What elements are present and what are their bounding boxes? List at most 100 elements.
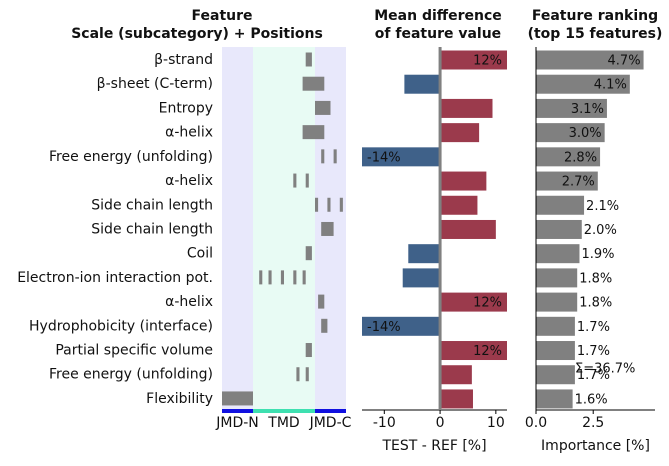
bar (362, 316, 441, 336)
region-label: TMD (267, 415, 299, 431)
region-band (253, 409, 315, 413)
position-mark (302, 125, 325, 140)
value-label: 2.1% (586, 199, 619, 214)
value-label: 1.7% (577, 320, 610, 335)
panel-title: Feature ranking (532, 8, 658, 24)
value-label: 3.1% (571, 102, 604, 117)
panel-title: (top 15 features) (528, 26, 663, 42)
feature-label: Free energy (unfolding) (49, 149, 213, 165)
value-label: 2.0% (584, 223, 617, 238)
position-mark (293, 173, 297, 188)
value-label: 1.9% (581, 247, 614, 262)
bar (440, 365, 472, 385)
feature-label: β-sheet (C-term) (97, 76, 213, 92)
sum-annotation: Σ=36.7% (575, 362, 635, 377)
bar (440, 292, 507, 312)
value-label: 4.1% (594, 78, 627, 93)
position-mark (315, 100, 331, 115)
bar (536, 50, 644, 70)
feature-label: Side chain length (91, 197, 213, 213)
bar (440, 219, 496, 239)
position-mark (305, 173, 309, 188)
value-label: -14% (367, 150, 401, 165)
bar (440, 50, 507, 70)
position-mark (293, 270, 297, 285)
position-mark (315, 197, 319, 212)
value-label: 1.8% (579, 271, 612, 286)
bar (404, 74, 441, 94)
panel-title: Scale (subcategory) + Positions (71, 26, 323, 42)
bar (536, 195, 585, 215)
position-mark (259, 270, 263, 285)
feature-label: Coil (187, 246, 213, 262)
bar (402, 268, 441, 288)
x-axis-title: TEST - REF [%] (381, 438, 486, 454)
bar (536, 292, 578, 312)
bar (362, 147, 441, 167)
region-label: JMD-C (309, 415, 352, 431)
value-label: -14% (367, 320, 401, 335)
bar (440, 341, 507, 361)
bar (536, 365, 575, 385)
region-band (222, 409, 253, 413)
position-mark (280, 270, 284, 285)
position-mark (318, 294, 325, 309)
feature-label: α-helix (165, 125, 213, 141)
x-tick-label: 10 (487, 415, 505, 431)
feature-label: Hydrophobicity (interface) (29, 318, 213, 334)
position-mark (339, 197, 343, 212)
value-label: 1.7% (577, 368, 610, 383)
position-mark (321, 149, 325, 164)
position-mark (321, 318, 328, 333)
position-mark (305, 246, 312, 261)
position-mark (305, 367, 309, 382)
value-label: 3.0% (569, 126, 602, 141)
value-label: 12% (473, 54, 502, 69)
region-background (222, 47, 253, 410)
bar (536, 268, 578, 288)
panel-title: Mean difference (374, 8, 502, 24)
bar (536, 341, 575, 361)
region-label: JMD-N (215, 415, 259, 431)
value-label: 2.8% (564, 150, 597, 165)
bar (536, 316, 575, 336)
x-tick-label: -10 (373, 415, 396, 431)
feature-label: Electron-ion interaction pot. (17, 270, 213, 286)
position-mark (327, 197, 331, 212)
bar (440, 171, 487, 191)
region-band (315, 409, 346, 413)
x-axis-title: Importance [%] (541, 438, 650, 454)
feature-label: Flexibility (146, 391, 213, 407)
bar (536, 219, 582, 239)
x-tick-label: 0 (436, 415, 445, 431)
position-mark (302, 270, 306, 285)
value-label: 1.8% (579, 296, 612, 311)
bar (536, 123, 605, 143)
feature-label: Partial specific volume (55, 343, 213, 359)
x-tick-label: 2.5 (582, 415, 604, 431)
bar (408, 244, 441, 264)
value-label: 1.7% (577, 344, 610, 359)
position-mark (333, 149, 337, 164)
position-mark (302, 76, 325, 91)
feature-label: β-strand (154, 52, 213, 68)
bar (536, 98, 607, 118)
position-mark (222, 391, 253, 406)
bar (536, 171, 598, 191)
bar (440, 123, 480, 143)
feature-label: Entropy (159, 100, 213, 116)
x-tick-label: 0.0 (525, 415, 547, 431)
value-label: 12% (473, 296, 502, 311)
bar (440, 389, 473, 409)
region-background (253, 47, 315, 410)
feature-label: α-helix (165, 173, 213, 189)
position-mark (305, 52, 312, 67)
panel-title: Feature (192, 8, 253, 24)
bar (536, 389, 573, 409)
bar (440, 98, 493, 118)
position-mark (321, 221, 334, 236)
panel-title: of feature value (375, 26, 501, 42)
feature-label: Side chain length (91, 221, 213, 237)
bar (440, 195, 478, 215)
